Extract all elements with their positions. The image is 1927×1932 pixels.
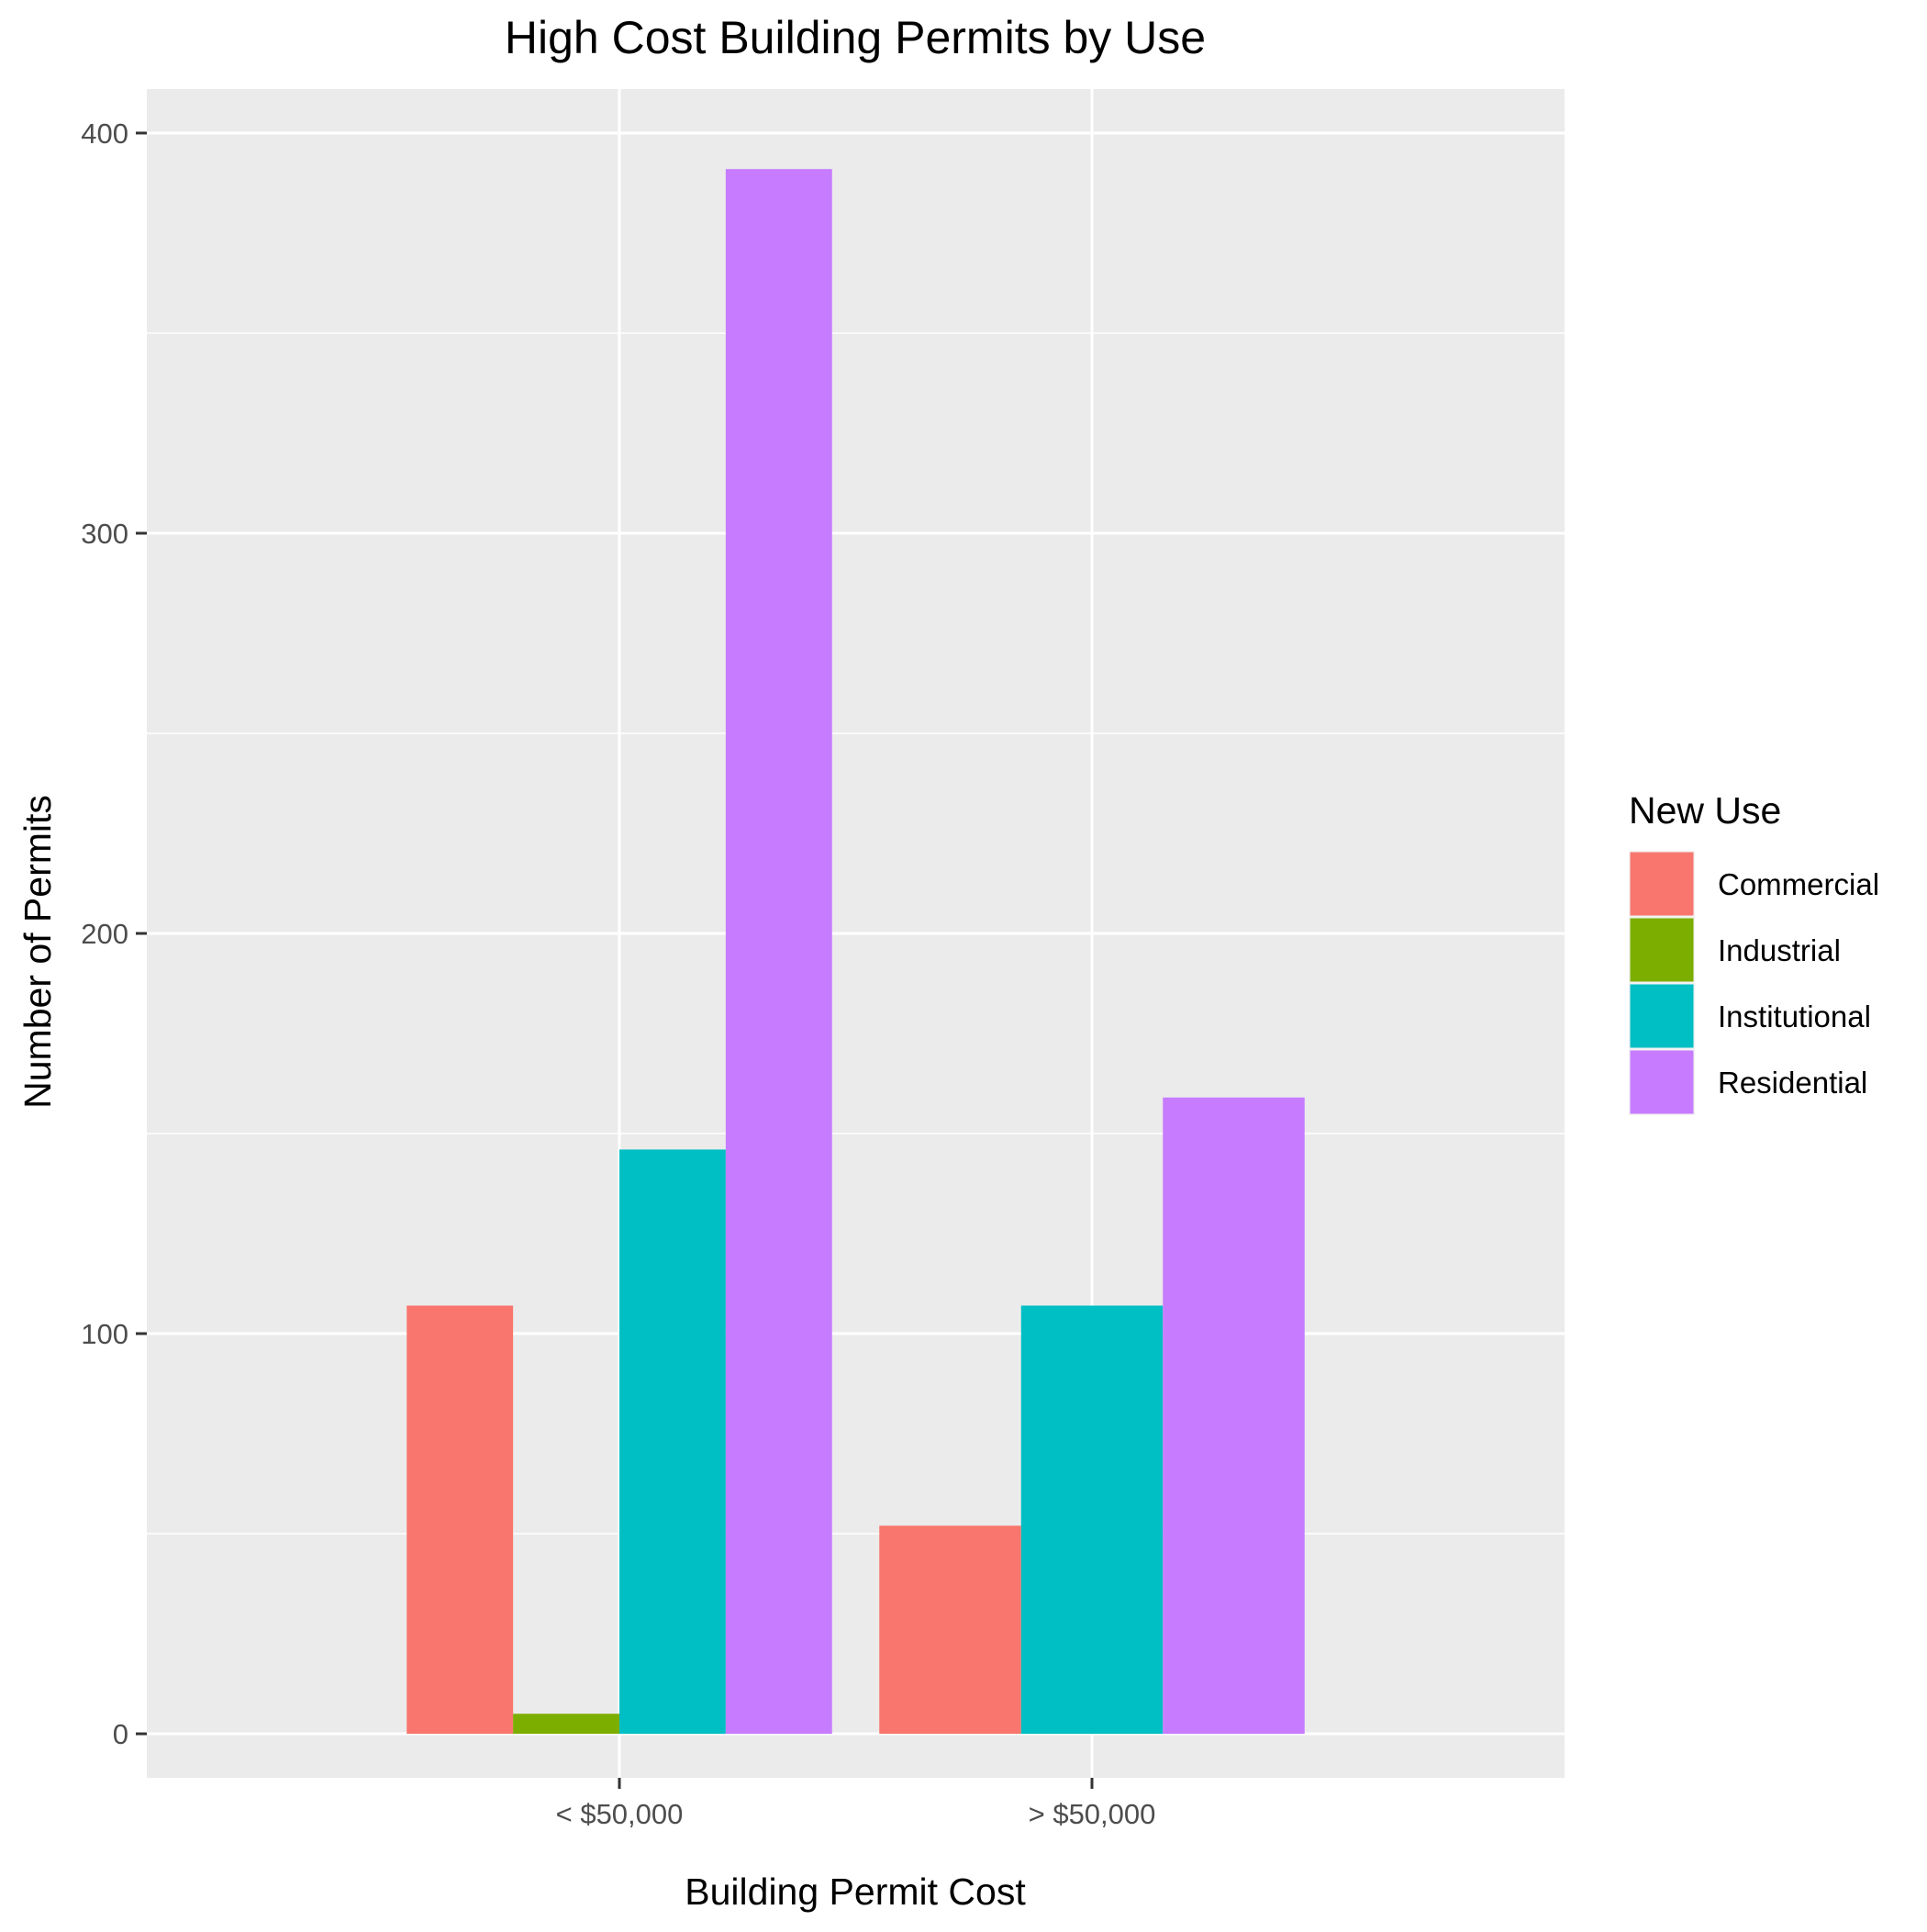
legend-label-commercial: Commercial — [1718, 867, 1879, 901]
y-tick-label: 400 — [81, 117, 128, 150]
legend-label-residential: Residential — [1718, 1066, 1867, 1100]
y-tick-label: 300 — [81, 518, 128, 550]
legend-title: New Use — [1629, 789, 1781, 832]
legend-swatch-commercial — [1630, 852, 1694, 916]
legend-items: Commercial Industrial Institutional Residen… — [1629, 851, 1879, 1115]
chart-title: High Cost Building Permits by Use — [505, 12, 1206, 63]
bar-institutional-1 — [619, 1149, 726, 1735]
bar-industrial-1 — [513, 1714, 619, 1735]
bar-commercial-1 — [407, 1305, 514, 1735]
bar-institutional-2 — [1020, 1305, 1164, 1735]
legend-swatch-residential — [1630, 1050, 1694, 1114]
x-tick-label: > $50,000 — [1029, 1798, 1156, 1830]
x-tick-label: < $50,000 — [556, 1798, 684, 1830]
y-tick-label: 200 — [81, 918, 128, 950]
axes: 0 100 200 300 400 < $50,000 > $50,000 — [81, 117, 1155, 1830]
bar-residential-2 — [1163, 1097, 1305, 1735]
x-axis-title: Building Permit Cost — [685, 1871, 1026, 1913]
legend-swatch-institutional — [1630, 984, 1694, 1048]
legend-label-institutional: Institutional — [1718, 1000, 1871, 1033]
legend-swatch-industrial — [1630, 918, 1694, 982]
legend: New Use Commercial Industrial Institutiona… — [1629, 789, 1879, 1115]
bar-residential-1 — [725, 169, 832, 1735]
y-axis-title: Number of Permits — [17, 795, 59, 1109]
legend-label-industrial: Industrial — [1718, 933, 1841, 967]
bar-commercial-2 — [879, 1525, 1021, 1735]
bars — [407, 169, 1305, 1735]
y-tick-label: 100 — [81, 1318, 128, 1350]
y-tick-label: 0 — [113, 1718, 128, 1750]
grid-lines — [147, 89, 1565, 1778]
